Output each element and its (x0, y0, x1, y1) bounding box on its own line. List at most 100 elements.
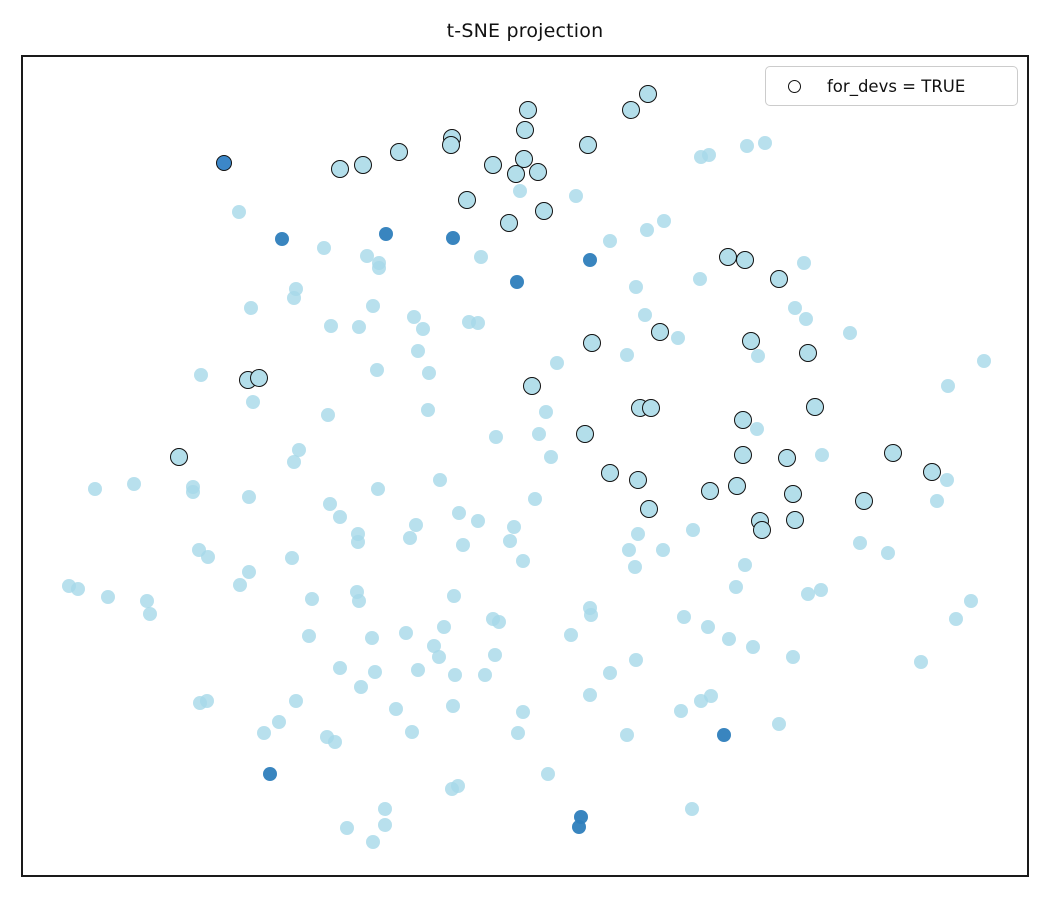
scatter-point (686, 523, 700, 537)
scatter-point (704, 689, 718, 703)
scatter-point-dark-edged (216, 155, 232, 171)
scatter-point (677, 610, 691, 624)
scatter-point-highlighted (390, 143, 408, 161)
scatter-point (143, 607, 157, 621)
scatter-point (738, 558, 752, 572)
scatter-point (127, 477, 141, 491)
scatter-point (360, 249, 374, 263)
scatter-point-highlighted (629, 471, 647, 489)
scatter-point-highlighted (516, 121, 534, 139)
scatter-point (371, 482, 385, 496)
scatter-point (447, 589, 461, 603)
scatter-point (674, 704, 688, 718)
scatter-point (471, 514, 485, 528)
scatter-point (786, 650, 800, 664)
scatter-point (368, 665, 382, 679)
scatter-point (328, 735, 342, 749)
scatter-point (389, 702, 403, 716)
scatter-point (354, 680, 368, 694)
scatter-point (492, 615, 506, 629)
scatter-point-highlighted (250, 369, 268, 387)
scatter-point-dark (275, 232, 289, 246)
scatter-point (285, 551, 299, 565)
scatter-point (378, 818, 392, 832)
scatter-point (532, 427, 546, 441)
scatter-point (140, 594, 154, 608)
scatter-point (628, 560, 642, 574)
scatter-point (488, 648, 502, 662)
scatter-point (656, 543, 670, 557)
scatter-point-dark (510, 275, 524, 289)
scatter-point-highlighted (728, 477, 746, 495)
scatter-point (638, 308, 652, 322)
scatter-point (772, 717, 786, 731)
scatter-point (370, 363, 384, 377)
scatter-point (620, 348, 634, 362)
scatter-point-highlighted (770, 270, 788, 288)
scatter-point (940, 473, 954, 487)
scatter-point (194, 368, 208, 382)
scatter-point (550, 356, 564, 370)
legend-label: for_devs = TRUE (827, 76, 966, 96)
scatter-point (729, 580, 743, 594)
scatter-point (671, 331, 685, 345)
scatter-point (232, 205, 246, 219)
scatter-point-highlighted (784, 485, 802, 503)
scatter-point (432, 650, 446, 664)
scatter-point-highlighted (601, 464, 619, 482)
scatter-point (365, 631, 379, 645)
scatter-point (758, 136, 772, 150)
scatter-point (815, 448, 829, 462)
scatter-point-highlighted (806, 398, 824, 416)
scatter-point (528, 492, 542, 506)
scatter-point-highlighted (442, 136, 460, 154)
scatter-point-dark (379, 227, 393, 241)
scatter-point-highlighted (529, 163, 547, 181)
scatter-point-highlighted (507, 165, 525, 183)
scatter-point (478, 668, 492, 682)
scatter-point (657, 214, 671, 228)
scatter-point (569, 189, 583, 203)
scatter-point (507, 520, 521, 534)
scatter-point (366, 299, 380, 313)
scatter-point (701, 620, 715, 634)
scatter-point-dark (572, 820, 586, 834)
scatter-point (799, 312, 813, 326)
scatter-point (949, 612, 963, 626)
scatter-point (242, 490, 256, 504)
scatter-point-highlighted (778, 449, 796, 467)
scatter-point (448, 668, 462, 682)
scatter-point-dark (717, 728, 731, 742)
scatter-point (751, 349, 765, 363)
scatter-point-highlighted (519, 101, 537, 119)
scatter-point-highlighted (576, 425, 594, 443)
scatter-point (427, 639, 441, 653)
scatter-point (788, 301, 802, 315)
scatter-point (629, 653, 643, 667)
scatter-point-highlighted (500, 214, 518, 232)
scatter-point (564, 628, 578, 642)
scatter-point (407, 310, 421, 324)
scatter-point (914, 655, 928, 669)
scatter-point (399, 626, 413, 640)
scatter-point (416, 322, 430, 336)
scatter-point (603, 234, 617, 248)
scatter-point (305, 592, 319, 606)
scatter-point (287, 455, 301, 469)
scatter-point (287, 291, 301, 305)
scatter-point (302, 629, 316, 643)
scatter-point (702, 148, 716, 162)
scatter-point (622, 543, 636, 557)
scatter-point (941, 379, 955, 393)
scatter-point-highlighted (719, 248, 737, 266)
page-title: t-SNE projection (446, 20, 604, 42)
scatter-point (244, 301, 258, 315)
plot-area: for_devs = TRUE (21, 55, 1029, 877)
scatter-point-highlighted (458, 191, 476, 209)
scatter-point-highlighted (535, 202, 553, 220)
scatter-point (200, 694, 214, 708)
scatter-point (433, 473, 447, 487)
scatter-point (511, 726, 525, 740)
scatter-point (843, 326, 857, 340)
